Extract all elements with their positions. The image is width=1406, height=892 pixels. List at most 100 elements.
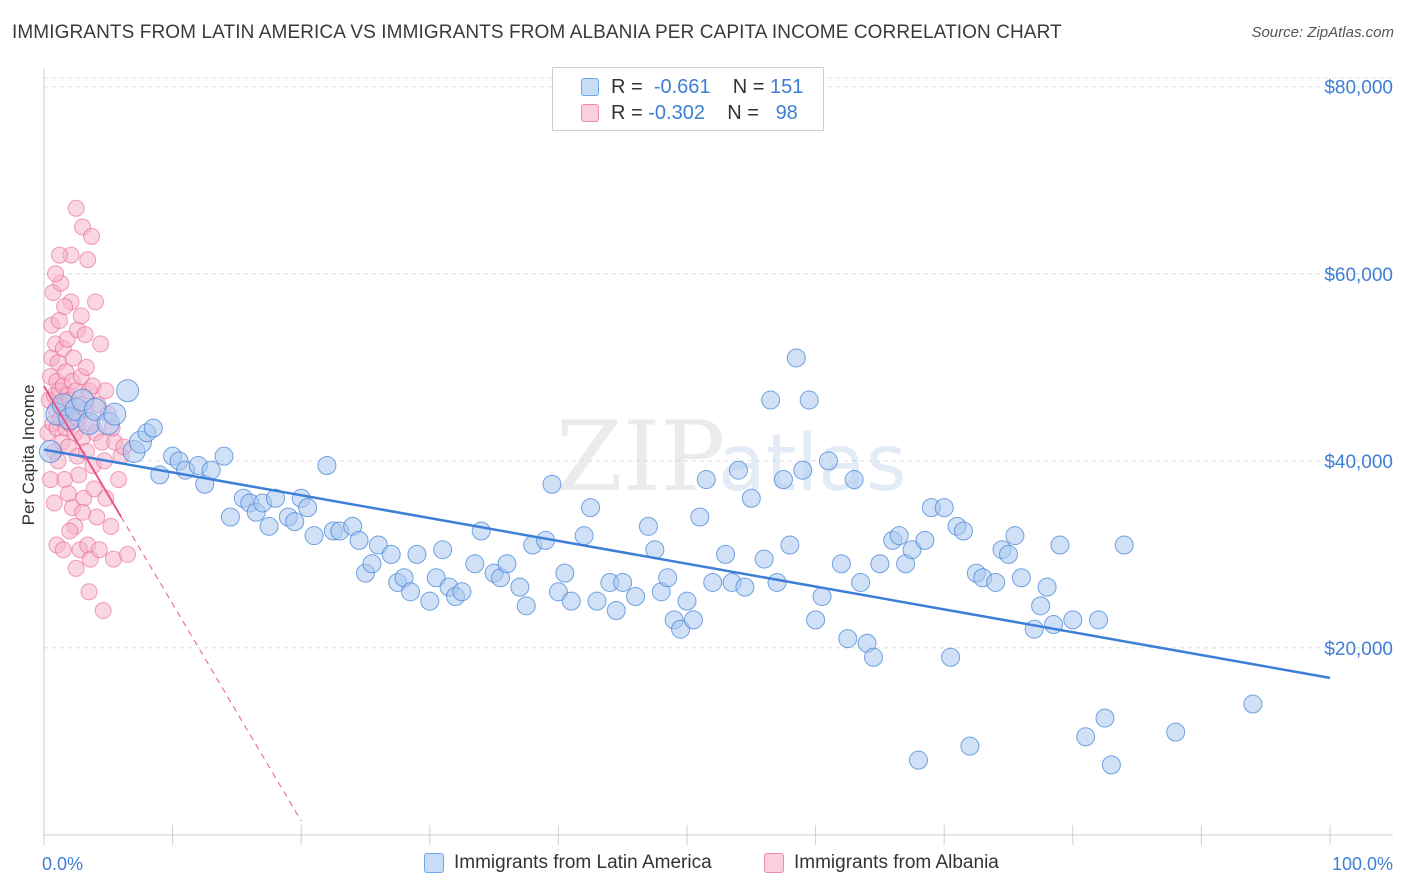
legend-swatch-pink — [764, 853, 784, 873]
latin-america-point — [471, 521, 491, 541]
albania-point — [79, 251, 97, 269]
latin-america-point — [806, 610, 826, 630]
latin-america-point — [1011, 568, 1031, 588]
latin-america-point — [606, 601, 626, 621]
latin-america-point — [1166, 722, 1186, 742]
y-tick-labels: $20,000 $40,000 $60,000 $80,000 — [1324, 78, 1393, 660]
x-tick-start: 0.0% — [42, 854, 83, 874]
albania-point — [77, 358, 95, 376]
latin-america-point — [902, 540, 922, 560]
latin-america-points — [38, 348, 1263, 775]
latin-america-point — [304, 526, 324, 546]
x-tick-end: 100.0% — [1332, 854, 1393, 874]
latin-america-point — [870, 554, 890, 574]
albania-point — [70, 466, 88, 484]
albania-point — [92, 335, 110, 353]
grid-lines — [44, 77, 1393, 649]
latin-america-point — [497, 554, 517, 574]
albania-point — [76, 326, 94, 344]
legend-r-value-blue: -0.661 — [653, 75, 711, 98]
y-tick-label: $40,000 — [1324, 452, 1393, 473]
latin-america-point — [116, 379, 140, 403]
albania-point — [65, 349, 83, 367]
albania-point — [67, 199, 85, 217]
latin-america-point — [298, 498, 318, 518]
latin-america-point — [838, 629, 858, 649]
latin-america-point — [587, 591, 607, 611]
y-tick-label: $20,000 — [1324, 639, 1393, 660]
latin-america-point — [793, 460, 813, 480]
legend-label-latin-america: Immigrants from Latin America — [454, 852, 712, 873]
albania-trend-extension — [120, 516, 302, 822]
latin-america-point — [812, 586, 832, 606]
albania-point — [56, 471, 74, 489]
latin-america-point — [542, 474, 562, 494]
latin-america-point — [362, 554, 382, 574]
albania-point — [83, 227, 101, 245]
albania-point — [41, 471, 59, 489]
source-label: Source: ZipAtlas.com — [1251, 24, 1394, 41]
albania-point — [110, 471, 128, 489]
latin-america-point — [317, 456, 337, 476]
latin-america-point — [368, 535, 388, 555]
latin-america-point — [1101, 755, 1121, 775]
albania-point — [104, 550, 122, 568]
latin-america-point — [773, 470, 793, 490]
latin-america-point — [1031, 596, 1051, 616]
latin-america-point — [626, 586, 646, 606]
legend-n-value-blue: 151 — [770, 75, 804, 98]
latin-america-point — [735, 577, 755, 597]
albania-point — [45, 494, 63, 512]
latin-america-point — [696, 470, 716, 490]
latin-america-point — [407, 544, 427, 564]
latin-america-point — [786, 348, 806, 368]
albania-point — [88, 508, 106, 526]
albania-point — [50, 246, 68, 264]
latin-america-point — [561, 591, 581, 611]
latin-america-point — [934, 498, 954, 518]
latin-america-point — [1024, 619, 1044, 639]
latin-america-point — [986, 572, 1006, 592]
latin-america-point — [1076, 727, 1096, 747]
latin-america-point — [555, 563, 575, 583]
legend-item-latin-america: Immigrants from Latin America — [424, 852, 712, 874]
latin-america-point — [510, 577, 530, 597]
latin-america-point — [960, 736, 980, 756]
latin-america-point — [1050, 535, 1070, 555]
legend-swatch-pink — [581, 104, 599, 122]
legend-r-label: R = — [611, 101, 643, 124]
latin-america-point — [574, 526, 594, 546]
latin-america-point — [433, 540, 453, 560]
albania-point — [59, 485, 77, 503]
latin-america-point — [658, 568, 678, 588]
latin-america-point — [908, 750, 928, 770]
albania-point — [61, 522, 79, 540]
latin-america-point — [349, 530, 369, 550]
series-legend: Immigrants from Latin America Immigrants… — [0, 852, 1406, 878]
latin-america-point — [716, 544, 736, 564]
latin-america-point — [420, 591, 440, 611]
latin-america-point — [1095, 708, 1115, 728]
albania-point — [54, 541, 72, 559]
latin-america-point — [831, 554, 851, 574]
legend-label-albania: Immigrants from Albania — [794, 852, 999, 873]
albania-point — [102, 517, 120, 535]
albania-point — [47, 265, 65, 283]
legend-n-label: N = — [732, 75, 765, 98]
latin-america-point — [844, 470, 864, 490]
latin-america-point — [780, 535, 800, 555]
latin-america-point — [999, 544, 1018, 564]
latin-america-point — [690, 507, 710, 527]
latin-america-point — [613, 572, 633, 592]
albania-point — [80, 583, 98, 601]
legend-n-value-pink: 98 — [775, 101, 798, 124]
latin-america-point — [677, 591, 697, 611]
y-tick-label: $60,000 — [1324, 265, 1393, 286]
albania-point — [67, 559, 85, 577]
albania-point — [74, 503, 92, 521]
latin-america-point — [214, 446, 234, 466]
legend-swatch-blue — [424, 853, 444, 873]
latin-america-point — [201, 460, 221, 480]
albania-point — [97, 382, 115, 400]
